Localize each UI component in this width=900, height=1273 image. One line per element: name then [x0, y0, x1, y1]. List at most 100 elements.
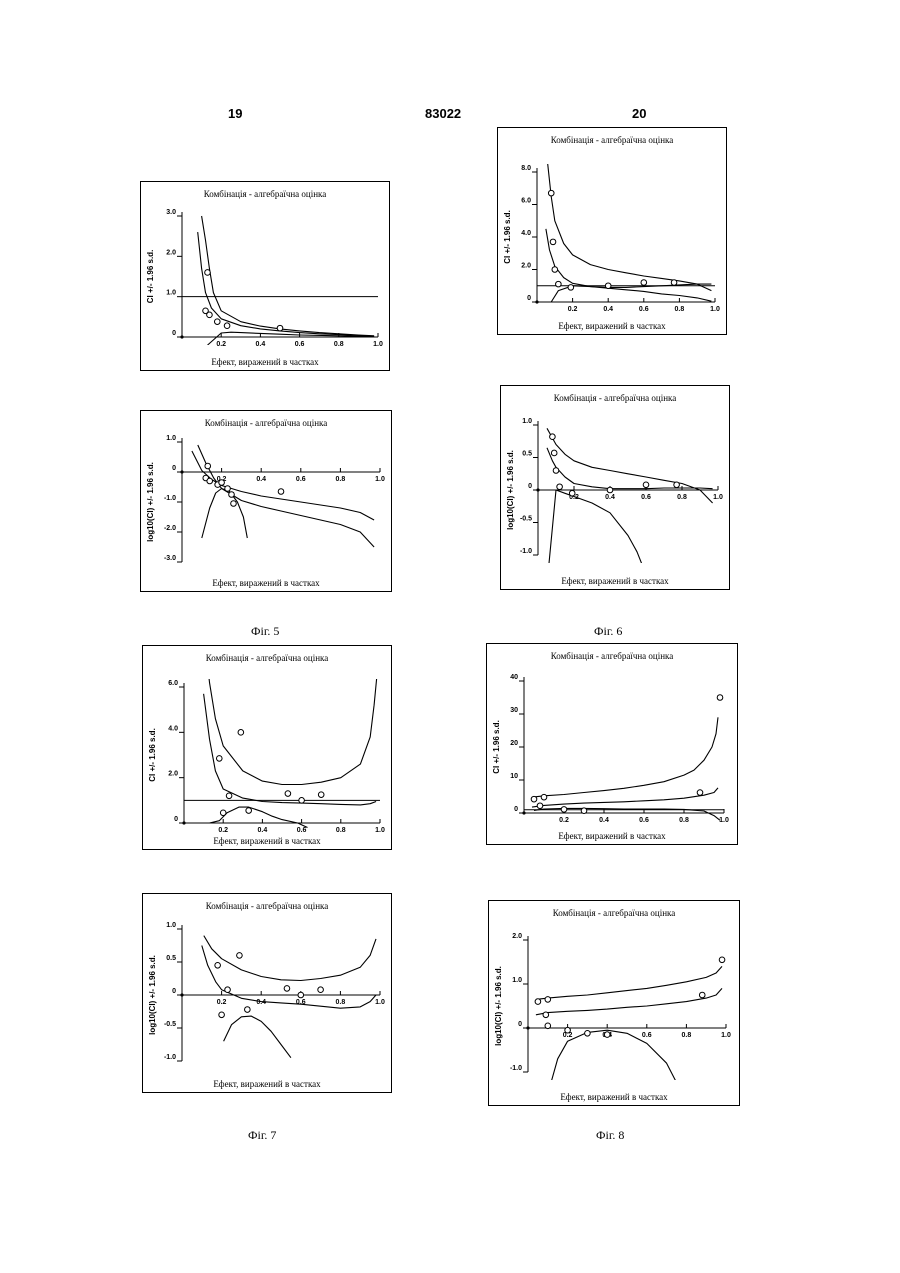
- ci-curve-2: [532, 788, 718, 807]
- data-point: [226, 793, 232, 799]
- x-tick-label: 0.8: [679, 817, 689, 824]
- data-point: [224, 323, 230, 329]
- origin-dot: [535, 300, 538, 303]
- y-axis-label: CI +/- 1.96 s.d.: [148, 728, 157, 782]
- y-tick-label: 0: [527, 295, 531, 302]
- y-tick-label: -3.0: [164, 555, 176, 562]
- data-point: [674, 482, 680, 488]
- data-point: [285, 791, 291, 797]
- ci-curve-3: [551, 286, 711, 302]
- y-axis-label: log10(CI) +/- 1.96 s.d.: [506, 450, 515, 530]
- x-tick-label: 1.0: [375, 999, 385, 1006]
- ci-curve-3: [548, 1030, 683, 1094]
- x-tick-label: 0.8: [334, 341, 344, 348]
- data-point: [231, 501, 237, 507]
- figure-label-7: Фіг. 7: [248, 1128, 276, 1143]
- data-point: [719, 957, 725, 963]
- data-point: [545, 1023, 551, 1029]
- panel-frame: [141, 411, 392, 592]
- y-axis-label: log10(CI) +/- 1.96 s.d.: [146, 462, 155, 542]
- y-tick-label: 1.0: [166, 922, 176, 929]
- figure-label-5: Фіг. 5: [251, 624, 279, 639]
- data-point: [697, 790, 703, 796]
- x-tick-label: 1.0: [713, 494, 723, 501]
- data-point: [643, 482, 649, 488]
- x-tick-label: 0.4: [256, 999, 266, 1006]
- ci-curve-1: [536, 966, 722, 999]
- origin-dot: [180, 993, 183, 996]
- data-point: [535, 999, 541, 1005]
- data-point: [585, 1030, 591, 1036]
- y-tick-label: 0: [528, 483, 532, 490]
- ci-curve-1: [204, 936, 376, 981]
- data-point: [565, 1027, 571, 1033]
- data-point: [541, 794, 547, 800]
- panel-frame: [489, 901, 740, 1106]
- data-point: [548, 190, 554, 196]
- data-point: [717, 695, 723, 701]
- y-tick-label: 1.0: [512, 977, 522, 984]
- data-point: [229, 492, 235, 498]
- data-point: [553, 468, 559, 474]
- data-point: [531, 796, 537, 802]
- ci-curve-1: [198, 232, 374, 336]
- data-point: [557, 484, 563, 490]
- data-point: [605, 283, 611, 289]
- chart-title: Комбінація - алгебраїчна оцінка: [206, 653, 329, 663]
- x-tick-label: 0.8: [336, 827, 346, 834]
- x-axis-label: Ефект, виражений в частках: [560, 1092, 668, 1102]
- data-point: [318, 987, 324, 993]
- data-point: [581, 808, 587, 814]
- x-tick-label: 0.2: [218, 827, 228, 834]
- x-tick-label: 0.6: [297, 827, 307, 834]
- y-tick-label: 0.5: [522, 451, 532, 458]
- x-tick-label: 1.0: [721, 1032, 731, 1039]
- data-point: [299, 798, 305, 804]
- ci-curve-2: [204, 694, 377, 805]
- x-tick-label: 0.2: [217, 999, 227, 1006]
- data-point: [671, 280, 677, 286]
- x-tick-label: 0.2: [216, 341, 226, 348]
- x-tick-label: 0.4: [605, 494, 615, 501]
- x-tick-label: 0.4: [599, 817, 609, 824]
- x-tick-label: 0.8: [675, 306, 685, 313]
- data-point: [551, 450, 557, 456]
- y-tick-label: 6.0: [521, 198, 531, 205]
- y-tick-label: 6.0: [168, 680, 178, 687]
- data-point: [225, 987, 231, 993]
- y-tick-label: 2.0: [521, 263, 531, 270]
- x-axis-label: Ефект, виражений в частках: [213, 836, 321, 846]
- x-tick-label: 0.8: [677, 494, 687, 501]
- x-tick-label: 0.6: [295, 341, 305, 348]
- data-point: [604, 1032, 610, 1038]
- x-tick-label: 1.0: [719, 817, 729, 824]
- x-axis-label: Ефект, виражений в частках: [212, 578, 320, 588]
- y-tick-label: 1.0: [166, 290, 176, 297]
- curves-group: [535, 957, 725, 1094]
- chart-fig8-top: Комбінація - алгебраїчна оцінка Ефект, ви…: [486, 643, 738, 845]
- data-point: [543, 1012, 549, 1018]
- y-tick-label: 30: [510, 707, 518, 714]
- x-tick-label: 1.0: [375, 476, 385, 483]
- chart-fig5-bottom: Комбінація - алгебраїчна оцінкаЕфект, ви…: [140, 410, 392, 592]
- x-tick-label: 0.2: [568, 306, 578, 313]
- y-tick-label: 2.0: [512, 933, 522, 940]
- y-tick-label: 1.0: [166, 435, 176, 442]
- x-tick-label: 0.4: [258, 827, 268, 834]
- origin-dot: [522, 811, 525, 814]
- chart-fig8-bottom: Комбінація - алгебраїчна оцінкаЕфект, ви…: [488, 900, 740, 1106]
- y-tick-label: -1.0: [164, 1054, 176, 1061]
- y-axis-label: CI +/- 1.96 s.d.: [146, 250, 155, 304]
- data-point: [561, 807, 567, 813]
- x-axis-label: Ефект, виражений в частках: [561, 576, 669, 586]
- y-tick-label: -1.0: [520, 548, 532, 555]
- data-point: [556, 281, 562, 287]
- x-axis-label: Ефект, виражений в частках: [558, 831, 666, 841]
- origin-dot: [180, 470, 183, 473]
- chart-title: Комбінація - алгебраїчна оцінка: [551, 651, 674, 661]
- x-axis-label: Ефект, виражений в частках: [213, 1079, 321, 1089]
- x-tick-label: 0.6: [641, 494, 651, 501]
- data-point: [550, 239, 556, 245]
- origin-dot: [180, 335, 183, 338]
- ci-curve-2: [202, 216, 375, 336]
